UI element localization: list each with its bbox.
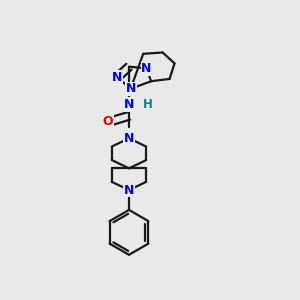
Text: N: N (124, 132, 134, 145)
Text: H: H (143, 98, 153, 111)
Text: N: N (141, 62, 152, 75)
Text: N: N (125, 82, 136, 95)
Text: N: N (124, 184, 134, 196)
Text: O: O (102, 115, 113, 128)
Text: N: N (124, 98, 134, 111)
Text: N: N (112, 71, 123, 84)
